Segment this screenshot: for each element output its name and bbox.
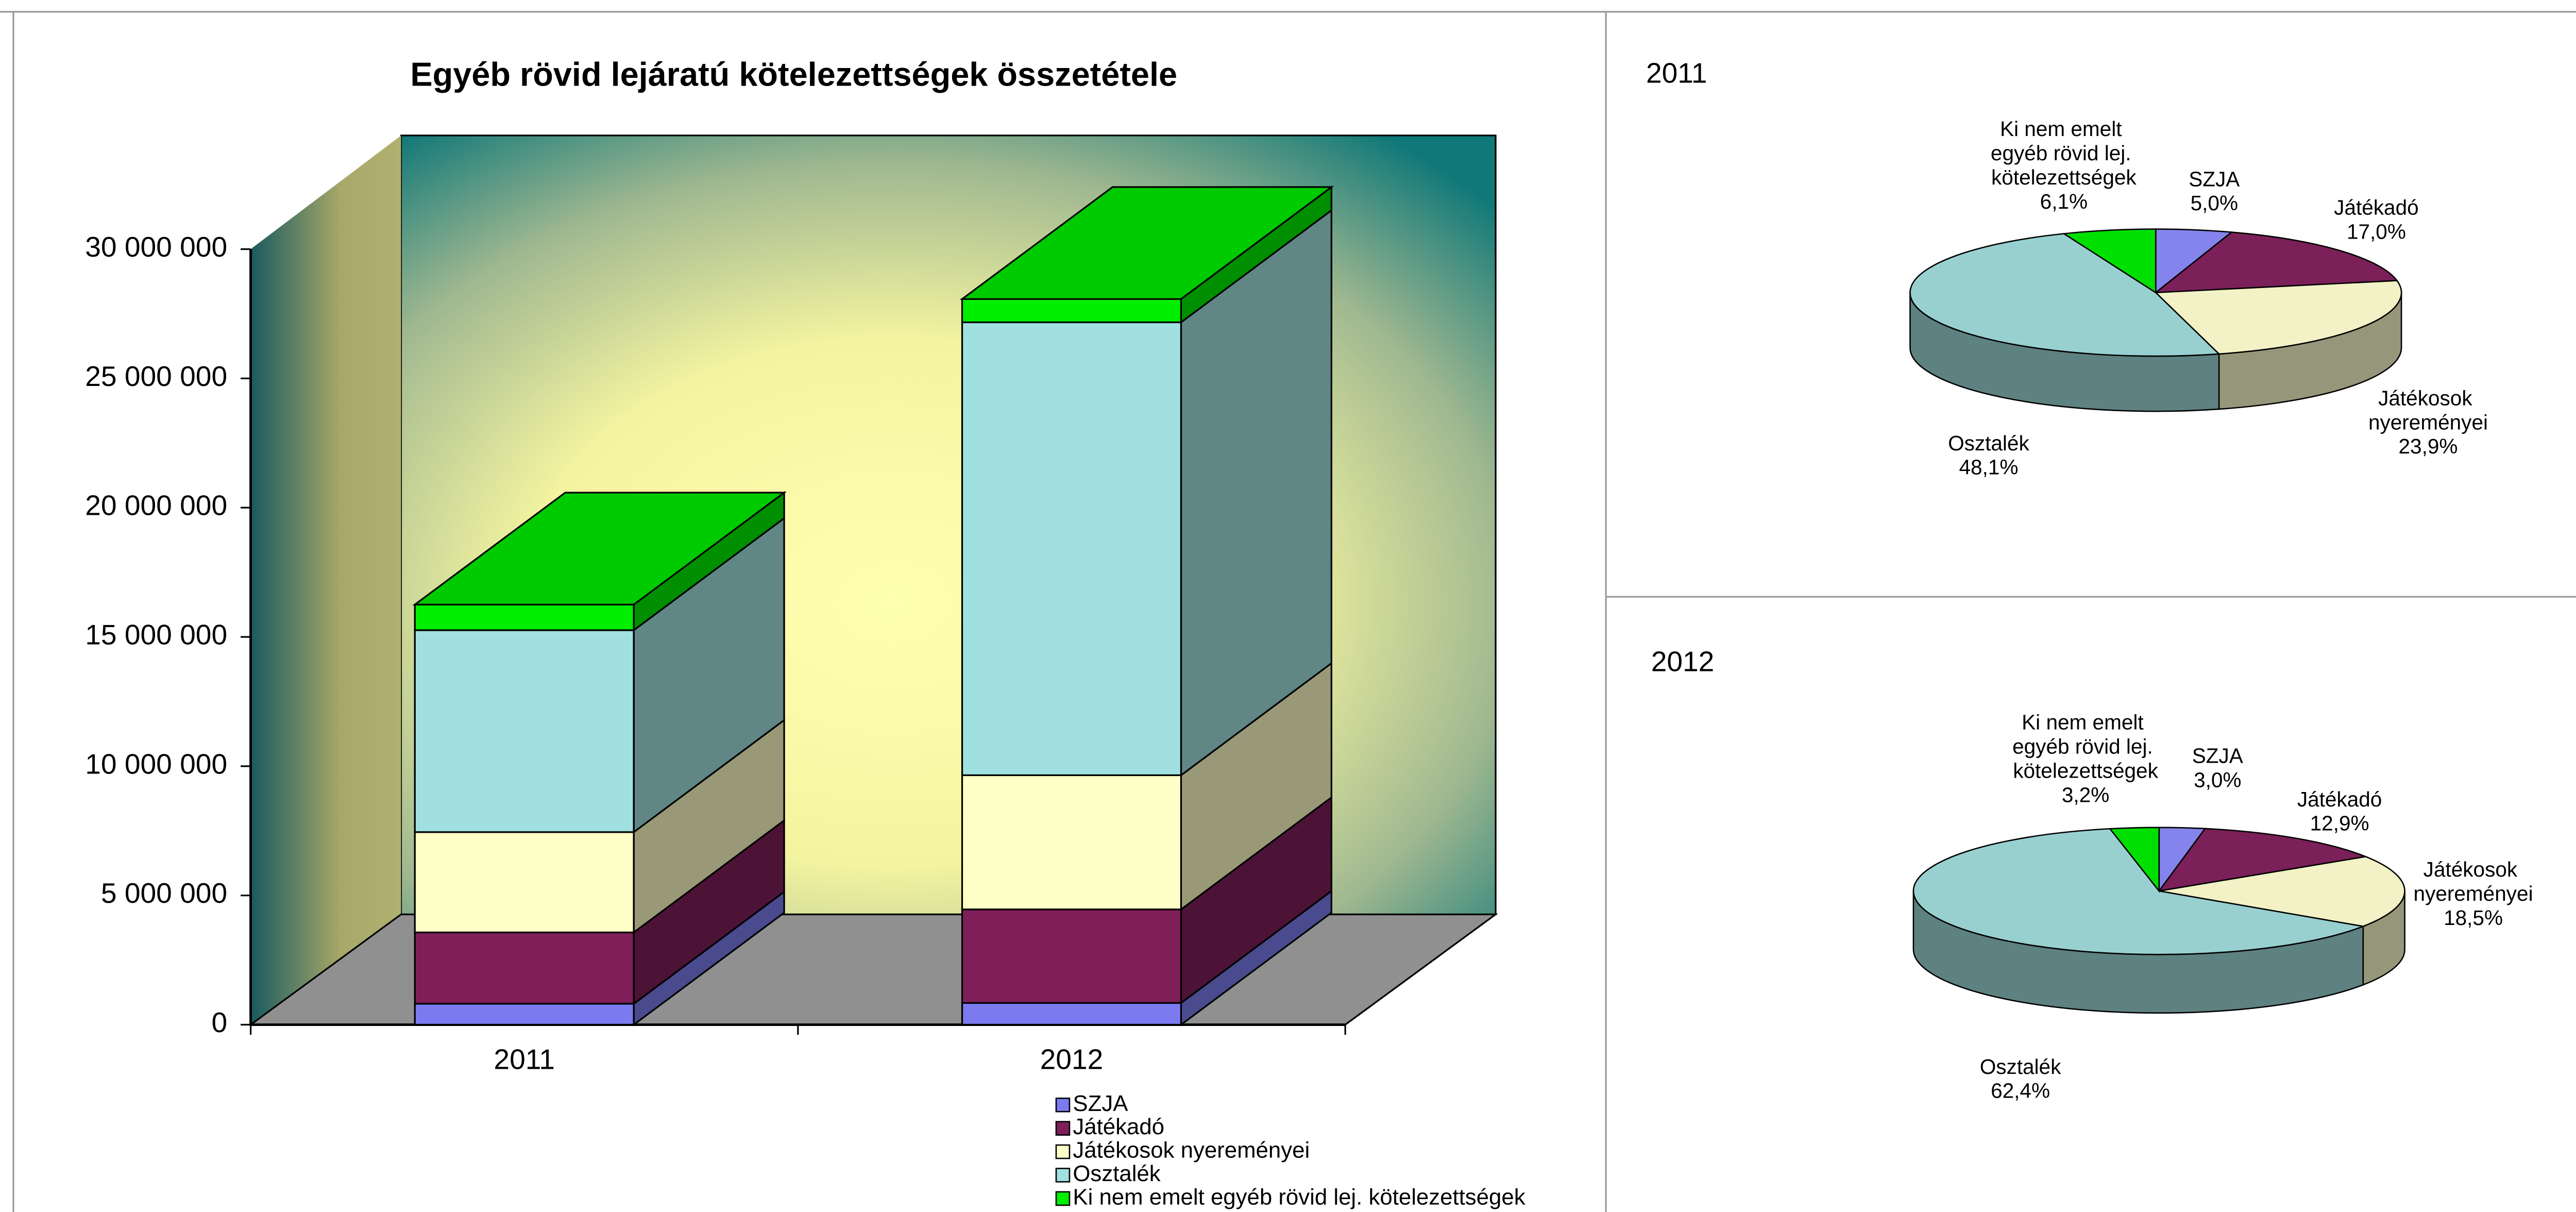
legend-label: SZJA [1073, 1091, 1128, 1116]
pie-value-label: 23,9% [2399, 434, 2458, 458]
pie-value-label: 18,5% [2444, 906, 2503, 930]
pie-label: Játékosok nyereményei [2414, 857, 2533, 905]
legend-swatch [1055, 1144, 1071, 1159]
legend-label: Ki nem emelt egyéb rövid lej. kötelezett… [1073, 1184, 1525, 1209]
pie-label: Ki nem emelt egyéb rövid lej. kötelezett… [1991, 117, 2137, 189]
pie-title: 2012 [1651, 645, 1715, 677]
pie-label: Játékosok nyereményei [2368, 386, 2488, 434]
pie-label: Osztalék [1948, 431, 2029, 455]
bar [414, 1003, 635, 1026]
pie-slice [2154, 231, 2399, 294]
bar [961, 1002, 1182, 1026]
pie-slice [2062, 228, 2157, 294]
legend-label: Osztalék [1073, 1161, 1160, 1186]
pie [1909, 228, 2402, 412]
pie-slice [2108, 827, 2160, 893]
y-tick-label: 30 000 000 [85, 231, 227, 263]
y-tick-label: 5 000 000 [101, 877, 227, 909]
bar [961, 321, 1182, 777]
pie-value-label: 62,4% [1991, 1079, 2050, 1103]
bar [414, 831, 635, 934]
bar [414, 931, 635, 1005]
pie-value-label: 3,2% [2062, 783, 2109, 806]
pie-label: Játékadó [2297, 787, 2382, 811]
pie-label: SZJA [2189, 167, 2240, 191]
pie-slice [2159, 855, 2405, 928]
pie-label: Osztalék [1980, 1055, 2061, 1079]
pie-slice [2154, 280, 2402, 355]
x-tick-label: 2012 [1040, 1043, 1104, 1075]
bar-top [412, 492, 787, 605]
y-tick-label: 20 000 000 [85, 490, 227, 521]
y-tick-label: 0 [211, 1006, 227, 1038]
y-tick-label: 25 000 000 [85, 360, 227, 392]
bar [961, 298, 1182, 324]
pie-value-label: 5,0% [2191, 191, 2238, 215]
bar-top [959, 186, 1334, 300]
chart-title: Egyéb rövid lejáratú kötelezettségek öss… [410, 56, 1177, 93]
pie-value-label: 6,1% [2040, 190, 2088, 213]
pie-value-label: 17,0% [2347, 220, 2406, 243]
pie [1912, 827, 2405, 1014]
pie-value-label: 48,1% [1959, 456, 2018, 479]
legend-label: Játékadó [1073, 1114, 1164, 1139]
bar [414, 603, 635, 631]
pie-label: Játékadó [2334, 195, 2419, 219]
side-wall [250, 135, 401, 1025]
pie-slice [1912, 828, 2366, 955]
pie-value-label: 12,9% [2310, 812, 2369, 835]
legend-swatch [1055, 1168, 1071, 1183]
pie-slice [1909, 233, 2221, 357]
pie-label: SZJA [2192, 744, 2243, 767]
legend-label: Játékosok nyereményei [1073, 1138, 1310, 1163]
legend-swatch [1055, 1097, 1071, 1113]
y-tick-label: 15 000 000 [85, 619, 227, 651]
bar [961, 774, 1182, 911]
pie-label: Ki nem emelt egyéb rövid lej. kötelezett… [2012, 710, 2159, 782]
legend-swatch [1055, 1121, 1071, 1136]
bar [414, 629, 635, 833]
bar [961, 908, 1182, 1004]
legend-swatch [1055, 1191, 1071, 1206]
x-tick-label: 2011 [494, 1043, 555, 1075]
pie-title: 2011 [1646, 57, 1707, 89]
pie-value-label: 3,0% [2194, 768, 2241, 792]
pie-slice [2157, 828, 2368, 892]
y-tick-label: 10 000 000 [85, 748, 227, 780]
